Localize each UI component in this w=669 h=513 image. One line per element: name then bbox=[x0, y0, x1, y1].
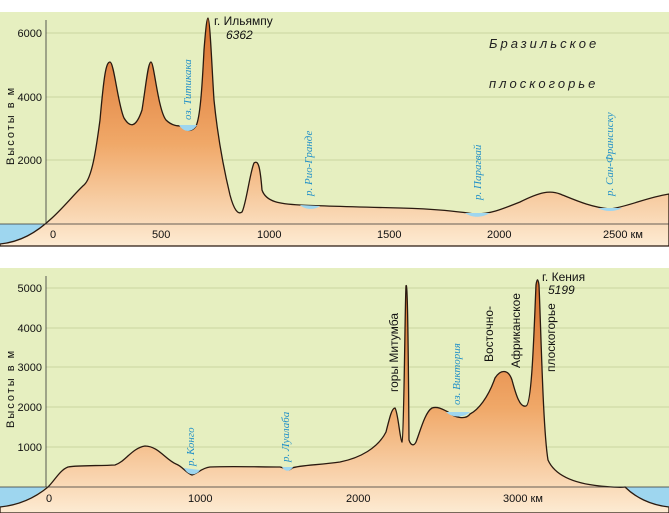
lake-titicaca-label: оз. Титикака bbox=[182, 59, 194, 120]
top-x-tick: 1000 bbox=[257, 229, 281, 241]
bottom-y-axis-label: Высоты в м bbox=[5, 349, 17, 428]
river-congo-label: р. Конго bbox=[185, 427, 197, 467]
river-lualaba-label: р. Луалаба bbox=[280, 411, 292, 463]
bottom-x-tick: 3000 км bbox=[503, 493, 543, 505]
river-paraguay-water bbox=[465, 213, 490, 217]
bottom-y-tick: 2000 bbox=[18, 402, 42, 414]
river-rio-grande-label: р. Рио-Гранде bbox=[303, 131, 315, 197]
bottom-peak-height: 5199 bbox=[548, 283, 575, 297]
lake-victoria-label: оз. Виктория bbox=[451, 343, 463, 405]
top-y-axis-label: Высоты в м bbox=[5, 86, 17, 165]
top-y-tick: 4000 bbox=[18, 92, 42, 104]
mitumba-mountains-label: горы Митумба bbox=[387, 313, 401, 392]
river-rio-grande-water bbox=[300, 205, 320, 209]
bottom-sea-water-right bbox=[625, 487, 669, 507]
top-y-tick: 2000 bbox=[18, 155, 42, 167]
plateau-label-line3: плоскогорье bbox=[544, 303, 558, 372]
river-sao-francisco-water bbox=[598, 208, 622, 211]
top-x-tick: 2000 bbox=[487, 229, 511, 241]
bottom-y-tick: 4000 bbox=[18, 323, 42, 335]
plateau-label-line2: Африканское bbox=[509, 293, 523, 368]
bottom-x-tick: 2000 bbox=[346, 493, 370, 505]
bottom-peak-name: г. Кения bbox=[542, 270, 585, 284]
top-x-tick: 500 bbox=[152, 229, 170, 241]
top-profile-panel: 6000 4000 2000 Высоты в м 0 500 1000 150… bbox=[0, 12, 669, 247]
region-label-line2: плоскогорье bbox=[489, 76, 598, 91]
river-paraguay-label: р. Парагвай bbox=[472, 144, 484, 201]
bottom-profile-panel: 5000 4000 3000 2000 1000 Высоты в м 0 10… bbox=[0, 268, 669, 513]
bottom-terrain-profile bbox=[0, 279, 669, 513]
river-sao-francisco-label: р. Сан-Франсиску bbox=[604, 112, 616, 197]
lake-titicaca-water bbox=[179, 125, 197, 131]
plateau-label-line1: Восточно- bbox=[482, 306, 496, 362]
top-peak-name: г. Ильямпу bbox=[214, 14, 273, 28]
top-peak-height: 6362 bbox=[226, 28, 253, 42]
river-lualaba-water bbox=[282, 467, 293, 471]
top-sea-water bbox=[0, 224, 46, 244]
top-x-tick: 1500 bbox=[377, 229, 401, 241]
bottom-y-tick: 3000 bbox=[18, 362, 42, 374]
region-label-line1: Бразильское bbox=[489, 36, 599, 51]
river-congo-water bbox=[184, 468, 200, 475]
top-y-tick: 6000 bbox=[18, 28, 42, 40]
top-x-tick: 2500 км bbox=[603, 229, 643, 241]
bottom-sea-water-left bbox=[0, 487, 46, 507]
top-x-tick: 0 bbox=[50, 229, 56, 241]
bottom-x-tick: 1000 bbox=[188, 493, 212, 505]
lake-victoria-water bbox=[446, 412, 470, 417]
bottom-y-tick: 5000 bbox=[18, 283, 42, 295]
bottom-x-tick: 0 bbox=[46, 493, 52, 505]
bottom-y-tick: 1000 bbox=[18, 442, 42, 454]
